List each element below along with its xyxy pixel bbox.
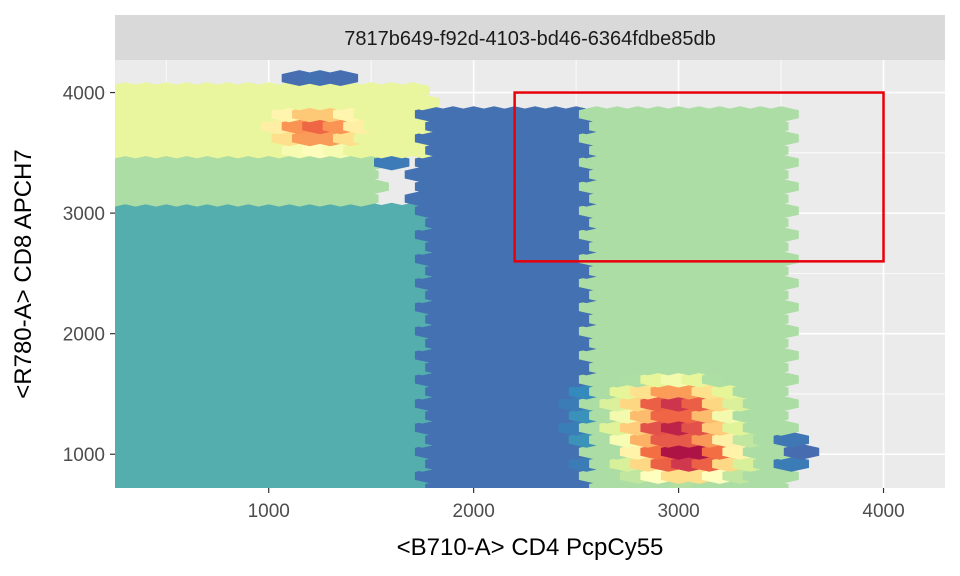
hex-cell: [753, 480, 789, 488]
y-tick-label: 3000: [63, 204, 105, 225]
hex-cell: [753, 118, 789, 135]
x-tick-label: 4000: [862, 501, 904, 522]
hex-cell: [343, 166, 379, 183]
hex-cell: [753, 238, 789, 255]
hex-cell: [763, 154, 799, 171]
x-tick-label: 3000: [657, 501, 699, 522]
hex-cell: [763, 468, 799, 484]
hex-cell: [763, 395, 799, 412]
hex-cell: [753, 335, 789, 352]
hex-cell: [322, 70, 359, 86]
y-axis: 1000 2000 3000 4000: [63, 84, 115, 466]
hex-cell: [763, 371, 799, 388]
hex-cell: [353, 178, 389, 195]
hex-cell: [773, 455, 809, 472]
hex-cell: [374, 154, 410, 171]
hex-cell: [753, 263, 789, 279]
gate-rectangle: [513, 91, 885, 263]
x-tick-label: 2000: [453, 501, 495, 522]
hex-cell: [763, 323, 799, 340]
hex-cell: [763, 178, 799, 195]
hex-cell: [753, 190, 789, 207]
hex-cell: [404, 94, 441, 111]
hex-cell: [753, 287, 789, 304]
hex-cell: [773, 431, 809, 448]
hex-cell: [763, 275, 799, 291]
hex-cell: [753, 311, 789, 328]
hex-cell: [783, 443, 820, 460]
y-tick-label: 1000: [63, 445, 105, 466]
x-axis-title: <B710-A> CD4 PcpCy55: [397, 534, 664, 561]
hex-cell: [763, 419, 799, 436]
hex-cell: [763, 106, 799, 123]
x-tick-label: 1000: [248, 501, 290, 522]
facet-strip: [115, 15, 945, 60]
hex-cell: [763, 347, 799, 364]
facet-strip-label: 7817b649-f92d-4103-bd46-6364fdbe85db: [344, 28, 715, 50]
hex-cell: [753, 214, 789, 231]
hex-cell: [763, 202, 799, 219]
y-tick-label: 4000: [63, 84, 105, 105]
hex-cell: [753, 359, 789, 376]
hexbin-cells: [115, 70, 820, 488]
y-axis-title: <R780-A> CD8 APCH7: [10, 149, 37, 398]
hex-cell: [753, 142, 789, 159]
hex-cell: [763, 299, 799, 316]
hex-cell: [763, 251, 799, 267]
hex-cell: [753, 166, 789, 183]
hex-cell: [753, 407, 789, 424]
y-tick-label: 2000: [63, 325, 105, 346]
hex-cell: [763, 130, 799, 147]
hex-cell: [763, 226, 799, 243]
hex-cell: [753, 383, 789, 400]
hex-cell: [343, 190, 379, 207]
hex-cell: [394, 82, 430, 99]
x-axis: 1000 2000 3000 4000: [248, 488, 905, 522]
